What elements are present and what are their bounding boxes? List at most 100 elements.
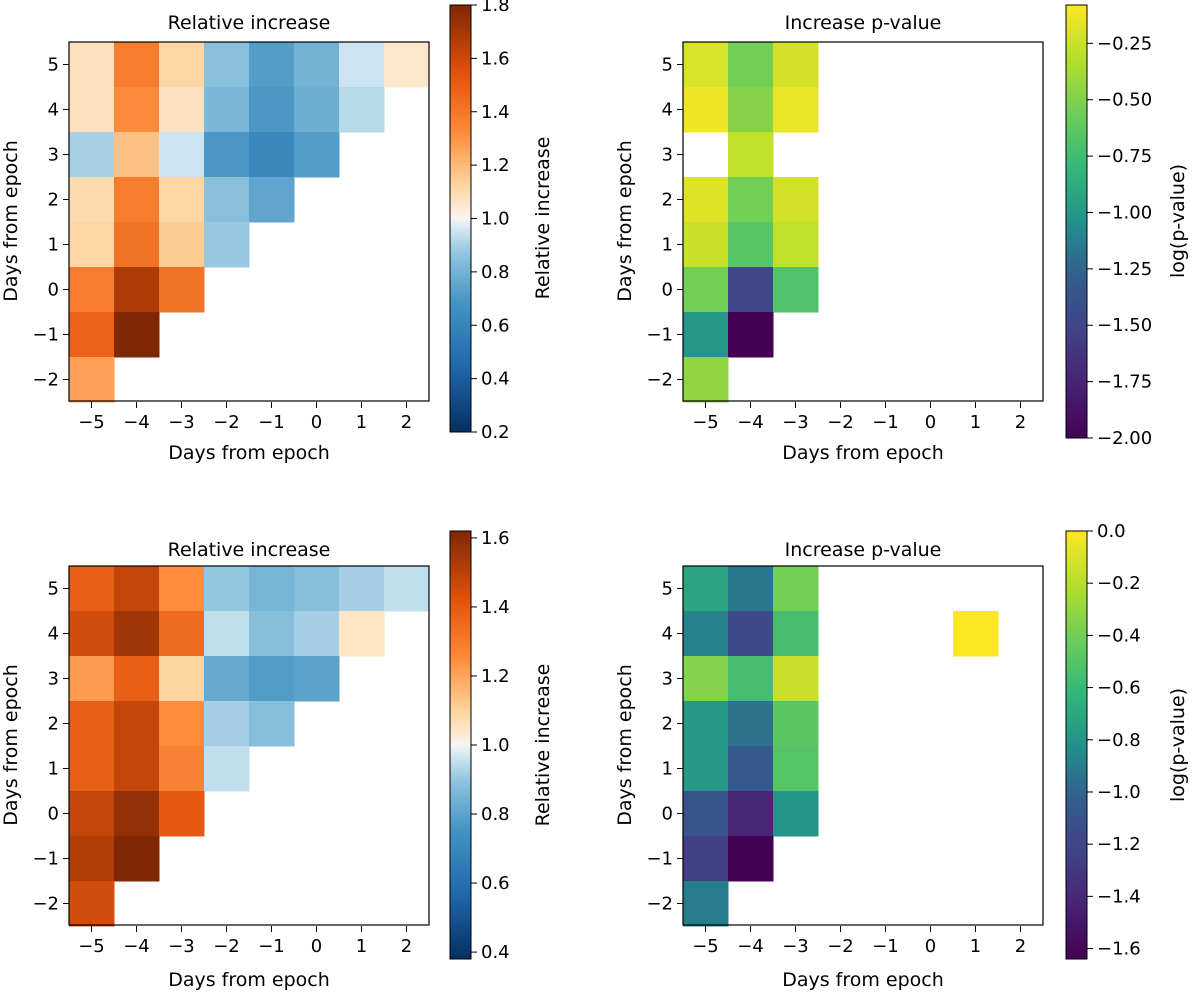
y-tick-label: 2 (662, 190, 673, 211)
heatmap-cell (69, 312, 115, 358)
heatmap-cell (384, 42, 430, 88)
heatmap-cell (728, 791, 774, 837)
x-tick-label: −1 (872, 936, 899, 957)
heatmap-cell (683, 836, 729, 882)
heatmap-cell (773, 701, 819, 747)
y-tick-label: −2 (646, 370, 673, 391)
colorbar-tick-label: 0.0 (1097, 521, 1126, 542)
x-axis-label: Days from epoch (782, 442, 944, 464)
colorbar-tick-label: 0.6 (481, 873, 510, 894)
colorbar-tick-label: 0.4 (481, 369, 510, 390)
x-axis-label: Days from epoch (168, 969, 330, 991)
heatmap-cell (159, 566, 205, 612)
colorbar-tick-label: 1.2 (481, 666, 510, 687)
heatmap-cell (204, 42, 250, 88)
colorbar-tick-label: 1.0 (481, 209, 510, 230)
y-tick-label: 5 (48, 55, 59, 76)
colorbar-tick-label: −1.6 (1097, 939, 1141, 960)
x-tick-label: −5 (692, 936, 719, 957)
heatmap-cell (69, 566, 115, 612)
colorbar-tick-label: −1.75 (1097, 372, 1152, 393)
heatmap-cell (204, 746, 250, 792)
x-tick-label: 2 (1015, 412, 1026, 433)
heatmap-cell (339, 42, 385, 88)
colorbar-tick-label: 1.2 (481, 155, 510, 176)
heatmap-cell (728, 177, 774, 223)
heatmap-cell (114, 566, 160, 612)
heatmap-cell (339, 611, 385, 657)
heatmap-cell (114, 267, 160, 313)
heatmap-cell (728, 566, 774, 612)
y-tick-label: −1 (32, 849, 59, 870)
y-tick-label: 0 (48, 804, 59, 825)
y-tick-label: 1 (662, 235, 673, 256)
colorbar-label: log(p-value) (1167, 164, 1189, 278)
colorbar (1065, 4, 1088, 439)
colorbar-tick-label: 0.6 (481, 315, 510, 336)
heatmap-cell (114, 611, 160, 657)
colorbar-tick-label: −1.25 (1097, 259, 1152, 280)
heatmap-cell (728, 132, 774, 178)
heatmap-cell (159, 42, 205, 88)
heatmap-cell (159, 611, 205, 657)
heatmap-cell (683, 611, 729, 657)
heatmap-cell (773, 611, 819, 657)
heatmap-cell (728, 87, 774, 133)
y-tick-label: −1 (646, 325, 673, 346)
heatmap-cell (294, 566, 340, 612)
colorbar-tick-label: −0.4 (1097, 625, 1141, 646)
colorbar-ticks: 0.2 0.4 0.6 0.8 1.0 1.2 1.4 1.6 1.8 (471, 0, 510, 443)
heatmap-cell (204, 656, 250, 702)
colorbar-tick-label: −1.50 (1097, 315, 1152, 336)
plot-frame (68, 565, 430, 926)
y-tick-label: 3 (662, 669, 673, 690)
y-tick-label: 5 (48, 579, 59, 600)
x-tick-label: −5 (692, 412, 719, 433)
heatmap-cell (728, 267, 774, 313)
x-tick-label: −3 (782, 412, 809, 433)
y-tick-label: 3 (662, 145, 673, 166)
colorbar-tick-label: 1.0 (481, 735, 510, 756)
heatmap-cell (159, 87, 205, 133)
y-tick-label: 3 (48, 145, 59, 166)
heatmap-cell (773, 222, 819, 268)
y-ticks: 5 4 3 2 1 0 −1 −2 (32, 55, 69, 391)
y-tick-label: 5 (662, 55, 673, 76)
colorbar (449, 4, 472, 433)
colorbar-tick-label: 1.4 (481, 102, 510, 123)
x-tick-label: 0 (925, 936, 936, 957)
heatmap-cell (69, 836, 115, 882)
heatmap-cell (683, 357, 729, 403)
x-tick-label: −1 (872, 412, 899, 433)
heatmap-cell (773, 791, 819, 837)
x-tick-label: −2 (827, 936, 854, 957)
heatmap-cell (728, 312, 774, 358)
heatmap-cell (204, 132, 250, 178)
heatmap-cells (69, 42, 430, 403)
plot-frame (682, 41, 1044, 402)
y-tick-label: 5 (662, 579, 673, 600)
heatmap-cell (69, 267, 115, 313)
heatmap-cell (773, 42, 819, 88)
x-ticks: −5 −4 −3 −2 −1 0 1 2 (78, 402, 412, 433)
y-tick-label: 2 (662, 714, 673, 735)
colorbar-tick-label: 1.6 (481, 528, 510, 549)
colorbar-tick-label: −1.4 (1097, 886, 1141, 907)
heatmap-cell (339, 566, 385, 612)
heatmap-cell (683, 42, 729, 88)
x-tick-label: 1 (970, 412, 981, 433)
heatmap-cell (249, 87, 295, 133)
heatmap-cell (114, 87, 160, 133)
colorbar-tick-label: −2.00 (1097, 428, 1152, 449)
colorbar-tick-label: 0.8 (481, 804, 510, 825)
x-tick-label: 0 (311, 936, 322, 957)
heatmap-cell (114, 746, 160, 792)
colorbar-tick-label: −0.2 (1097, 573, 1141, 594)
x-tick-label: −2 (827, 412, 854, 433)
heatmap-cell (69, 357, 115, 403)
heatmap-cell (69, 177, 115, 223)
heatmap-cell (683, 177, 729, 223)
colorbar-ticks: 0.4 0.6 0.8 1.0 1.2 1.4 1.6 (471, 528, 510, 963)
x-tick-label: −3 (168, 936, 195, 957)
y-tick-label: 4 (48, 624, 59, 645)
